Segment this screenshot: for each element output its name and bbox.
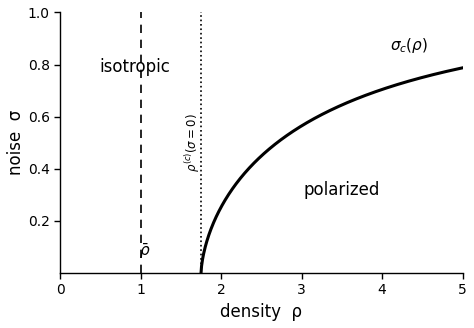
Text: $\sigma_c(\rho)$: $\sigma_c(\rho)$ (390, 35, 428, 54)
Text: $\rho^{(c)}(\sigma=0)$: $\rho^{(c)}(\sigma=0)$ (183, 113, 202, 172)
X-axis label: density  ρ: density ρ (220, 303, 302, 321)
Y-axis label: noise  σ: noise σ (7, 110, 25, 175)
Text: polarized: polarized (304, 181, 380, 199)
Text: $\bar{\rho}$: $\bar{\rho}$ (139, 242, 150, 261)
Text: isotropic: isotropic (100, 58, 171, 76)
